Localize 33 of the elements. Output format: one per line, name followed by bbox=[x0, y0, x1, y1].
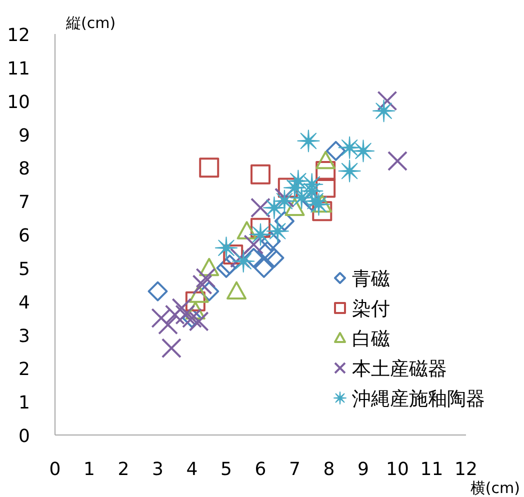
x-tick-label: 4 bbox=[186, 459, 198, 480]
x-tick-label: 0 bbox=[49, 459, 61, 480]
legend-label: 青磁 bbox=[352, 268, 390, 290]
y-tick-label: 9 bbox=[18, 125, 30, 146]
x-tick-label: 10 bbox=[386, 459, 409, 480]
legend-label: 白磁 bbox=[352, 328, 390, 350]
y-tick-label: 6 bbox=[18, 226, 30, 246]
legend-label: 沖縄産施釉陶器 bbox=[352, 388, 485, 410]
x-tick-label: 11 bbox=[420, 459, 444, 480]
x-tick-label: 12 bbox=[454, 459, 478, 480]
x-tick-label: 2 bbox=[118, 459, 130, 480]
x-tick-label: 5 bbox=[220, 459, 232, 480]
y-tick-label: 11 bbox=[7, 58, 30, 80]
y-tick-label: 12 bbox=[7, 25, 30, 46]
y-tick-label: 10 bbox=[7, 92, 30, 113]
y-tick-label: 7 bbox=[18, 192, 30, 214]
y-tick-label: 0 bbox=[18, 426, 30, 447]
y-tick-label: 2 bbox=[18, 359, 30, 380]
legend-label: 本土産磁器 bbox=[352, 358, 447, 380]
x-tick-label: 8 bbox=[323, 459, 335, 480]
x-tick-label: 7 bbox=[289, 459, 300, 480]
y-tick-label: 8 bbox=[18, 158, 30, 180]
x-tick-label: 9 bbox=[358, 459, 369, 480]
y-tick-label: 5 bbox=[18, 258, 30, 280]
x-tick-label: 6 bbox=[254, 459, 266, 480]
y-tick-label: 1 bbox=[18, 392, 30, 414]
y-tick-label: 3 bbox=[18, 326, 30, 347]
x-axis-title: 横(cm) bbox=[470, 479, 520, 497]
y-axis-title: 縦(cm) bbox=[65, 14, 116, 32]
x-tick-label: 1 bbox=[84, 459, 95, 480]
x-tick-label: 3 bbox=[152, 459, 164, 480]
y-tick-label: 4 bbox=[18, 292, 30, 314]
legend-label: 染付 bbox=[352, 298, 390, 320]
